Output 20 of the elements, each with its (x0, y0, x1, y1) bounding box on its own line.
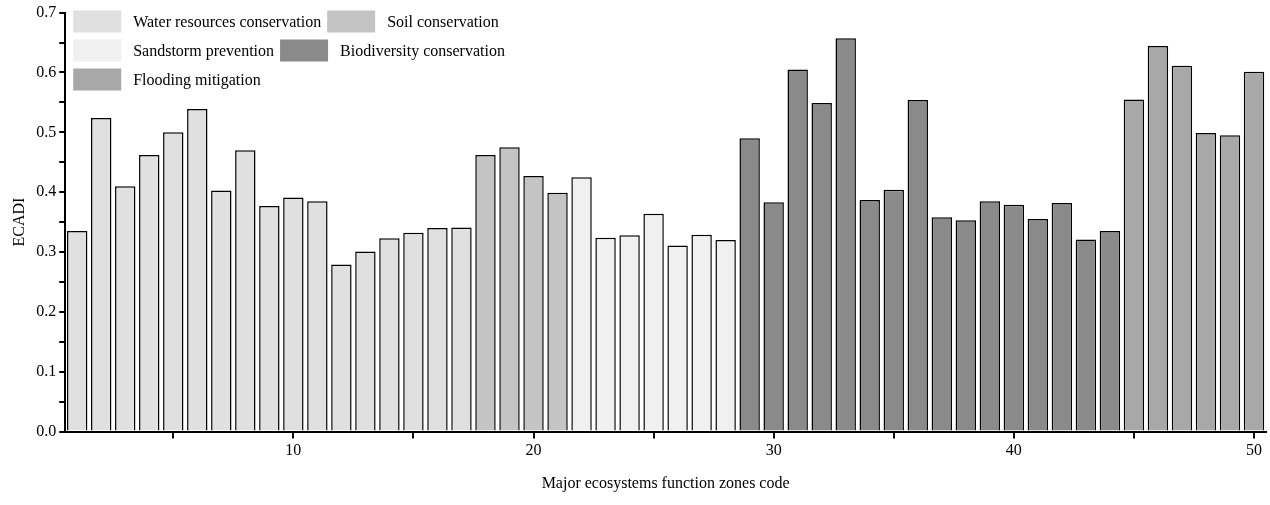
legend-label: Sandstorm prevention (133, 41, 275, 60)
legend-label: Biodiversity conservation (340, 41, 505, 60)
legend-label: Soil conservation (387, 12, 499, 30)
y-tick-label: 0.0 (36, 421, 57, 439)
x-axis-title: Major ecosystems function zones code (541, 473, 790, 492)
x-tick-label: 50 (1245, 441, 1262, 459)
y-tick-label: 0.6 (36, 62, 57, 80)
legend-label: Flooding mitigation (133, 70, 261, 89)
y-axis-title: ECADI (9, 197, 27, 247)
x-tick-label: 40 (1005, 441, 1022, 459)
y-tick-label: 0.5 (36, 122, 57, 140)
y-tick-label: 0.3 (36, 242, 57, 260)
x-tick-label: 20 (525, 441, 542, 459)
legend-label: Water resources conservation (133, 12, 322, 30)
y-tick-label: 0.1 (36, 361, 57, 379)
x-tick-label: 30 (765, 441, 782, 459)
y-tick-label: 0.4 (36, 182, 57, 200)
y-tick-label: 0.2 (36, 302, 57, 320)
x-tick-label: 10 (285, 441, 302, 459)
y-tick-label: 0.7 (36, 2, 57, 20)
